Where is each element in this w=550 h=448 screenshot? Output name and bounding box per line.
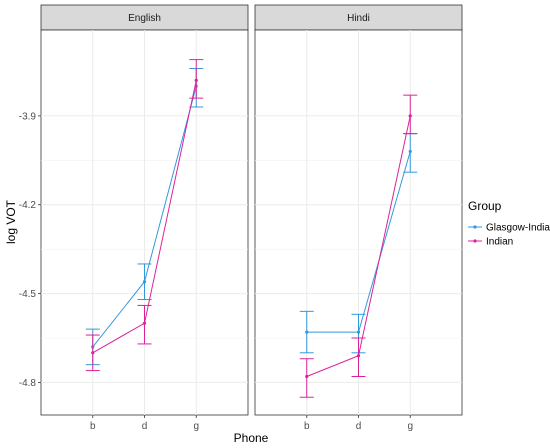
data-point-glasgow-indian-b [305, 330, 309, 334]
data-point-indian-g [194, 78, 198, 82]
strip-label-hindi: Hindi [347, 13, 370, 24]
strip-english [40, 4, 249, 31]
grid-english [41, 30, 248, 415]
series-english [85, 59, 204, 372]
x-tick-label-g: g [193, 421, 199, 432]
data-point-glasgow-indian-d [356, 330, 361, 334]
y-tick-label: -4.2 [19, 200, 37, 211]
x-tick-label-d: d [356, 421, 362, 432]
panel-english: English b d g [40, 4, 249, 432]
data-point-indian-b [305, 374, 309, 379]
series-hindi [299, 94, 418, 398]
y-tick-label: -4.8 [19, 378, 37, 389]
y-tick-label: -3.9 [19, 111, 37, 122]
legend-entries: Glasgow-Indian Indian [468, 223, 550, 248]
panel-hindi: Hindi b d g [254, 4, 463, 432]
data-point-indian-b [91, 351, 95, 355]
series-indian-english [85, 59, 204, 372]
x-tick-label-d: d [142, 421, 148, 432]
data-point-indian-d [142, 321, 147, 325]
legend-label-indian: Indian [486, 237, 513, 248]
x-tick-label-b: b [304, 421, 310, 432]
x-tick-label-b: b [90, 421, 96, 432]
strip-hindi [254, 4, 463, 31]
legend-key-point [473, 239, 477, 243]
legend-item-glasgow-indian: Glasgow-Indian [468, 223, 550, 234]
legend-item-indian: Indian [468, 237, 513, 248]
x-axis-title: Phone [234, 431, 269, 445]
strip-label-english: English [128, 13, 161, 24]
legend: Group Glasgow-Indian Indian [468, 199, 550, 248]
y-tick-label: -4.5 [19, 289, 37, 300]
series-indian-hindi [299, 94, 418, 398]
y-axis: -4.8 -4.5 -4.2 -3.9 [19, 111, 41, 389]
data-point-glasgow-indian-g [408, 149, 412, 154]
data-point-glasgow-indian-d [142, 280, 147, 284]
data-point-indian-d [356, 354, 361, 358]
y-axis-title: log VOT [4, 199, 18, 244]
x-tick-label-g: g [407, 421, 413, 432]
data-point-indian-g [408, 114, 412, 118]
legend-label-glasgow-indian: Glasgow-Indian [486, 223, 550, 234]
legend-key-point [473, 225, 477, 229]
legend-title: Group [468, 199, 502, 213]
